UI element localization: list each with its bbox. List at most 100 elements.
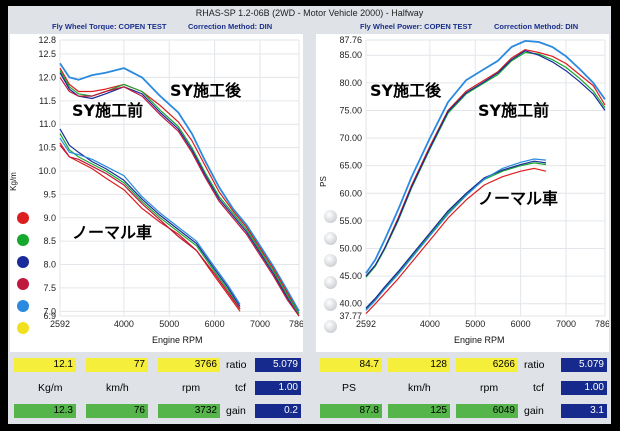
torque-xlabel: Engine RPM — [152, 335, 203, 345]
torque-chart-panel: 12.8 12.5 12.0 11.5 11.0 10.5 10.0 9.5 9.0 8.5 8.0… — [8, 34, 303, 352]
readout-rpm-value-2: 6049 — [456, 404, 518, 418]
series-line — [59, 144, 241, 310]
readout-torque-value: 12.1 — [14, 358, 76, 372]
power-chart-panel: 87.76 85.00 80.00 75.00 70.00 65.00 60.00 55.00… — [316, 34, 609, 352]
readout-speed-value-2: 125 — [388, 404, 450, 418]
torque-readout: 12.1 77 3766 ratio 5.079 Kg/m km/h rpm t… — [10, 352, 303, 424]
label-after: SY施工後 — [170, 81, 242, 100]
label-normal: ノーマル車 — [72, 223, 152, 242]
label-after: SY施工後 — [370, 81, 442, 100]
series-line — [365, 50, 606, 277]
readout-torque-value-2: 12.3 — [14, 404, 76, 418]
power-ylabel: PS — [318, 176, 328, 187]
series-toggle-blue[interactable] — [17, 300, 29, 312]
label-before: SY施工前 — [72, 101, 143, 120]
y-tick-label: 85.00 — [339, 50, 362, 60]
y-tick-label: 6.9 — [43, 311, 56, 321]
series-line — [59, 62, 300, 312]
x-tick-label: 6000 — [205, 319, 225, 329]
dyno-window: RHAS-SP 1.2-06B (2WD - Motor Vehicle 200… — [8, 6, 611, 424]
y-tick-label: 11.5 — [39, 96, 56, 106]
series-toggle-yellow[interactable] — [17, 322, 29, 334]
torque-ylabel: Kg/m — [8, 172, 18, 191]
gain-label: gain — [524, 405, 544, 417]
y-tick-label: 9.5 — [43, 189, 56, 199]
gain-value: 3.1 — [561, 404, 607, 418]
series-toggle-3[interactable] — [324, 254, 337, 267]
unit-rpm: rpm — [182, 382, 201, 394]
y-tick-label: 50.00 — [339, 243, 362, 253]
series-toggle-1[interactable] — [324, 210, 337, 223]
x-tick-label: 7000 — [250, 319, 270, 329]
series-toggle-6[interactable] — [324, 320, 337, 333]
y-tick-label: 45.00 — [339, 271, 362, 281]
series-toggle-navy[interactable] — [17, 256, 29, 268]
y-tick-label: 70.00 — [339, 133, 362, 143]
x-tick-label: 7860 — [595, 319, 609, 329]
y-tick-label: 12.0 — [38, 72, 56, 82]
series-line — [59, 137, 241, 305]
y-tick-label: 12.5 — [38, 49, 56, 59]
y-tick-label: 65.00 — [339, 161, 362, 171]
torque-correction: Correction Method: DIN — [188, 22, 273, 31]
readout-rpm-value: 6266 — [456, 358, 518, 372]
x-tick-label: 2592 — [356, 319, 376, 329]
series-toggle-red[interactable] — [17, 212, 29, 224]
readout-speed-value: 128 — [388, 358, 450, 372]
ratio-label: ratio — [524, 359, 545, 371]
x-tick-label: 7860 — [289, 319, 303, 329]
series-line — [365, 158, 547, 311]
torque-header: Fly Wheel Torque: COPEN TEST — [52, 22, 167, 31]
series-line — [59, 72, 300, 317]
series-line — [59, 128, 241, 307]
y-tick-label: 37.77 — [339, 311, 362, 321]
power-chart: 87.76 85.00 80.00 75.00 70.00 65.00 60.00 55.00… — [339, 35, 609, 329]
series-line — [365, 167, 547, 315]
label-normal: ノーマル車 — [478, 189, 558, 208]
series-toggle-2[interactable] — [324, 232, 337, 245]
y-tick-label: 7.0 — [43, 306, 56, 316]
series-line — [59, 67, 300, 314]
unit-kgm: Kg/m — [38, 382, 63, 394]
series-toggle-4[interactable] — [324, 276, 337, 289]
series-line — [59, 133, 241, 310]
readout-speed-value-2: 76 — [86, 404, 148, 418]
readout-rpm-value-2: 3732 — [158, 404, 220, 418]
y-tick-label: 9.0 — [43, 213, 56, 223]
series-toggle-crimson[interactable] — [17, 278, 29, 290]
y-tick-label: 75.00 — [339, 105, 362, 115]
series-line — [365, 162, 547, 310]
gain-value: 0.2 — [255, 404, 301, 418]
readout-rpm-value: 3766 — [158, 358, 220, 372]
x-tick-label: 2592 — [50, 319, 70, 329]
window-title: RHAS-SP 1.2-06B (2WD - Motor Vehicle 200… — [195, 8, 424, 18]
y-tick-label: 11.0 — [39, 119, 56, 129]
y-tick-label: 10.0 — [38, 166, 56, 176]
readout-speed-value: 77 — [86, 358, 148, 372]
tcf-label: tcf — [533, 382, 545, 394]
ratio-label: ratio — [226, 359, 247, 371]
readout-power-value: 84.7 — [320, 358, 382, 372]
x-tick-label: 7000 — [556, 319, 576, 329]
y-tick-label: 40.00 — [339, 299, 362, 309]
y-tick-label: 7.5 — [43, 283, 56, 293]
series-toggle-green[interactable] — [17, 234, 29, 246]
series-line — [59, 77, 300, 317]
power-readout: 84.7 128 6266 ratio 5.079 PS km/h rpm tc… — [316, 352, 609, 424]
torque-chart: 12.8 12.5 12.0 11.5 11.0 10.5 10.0 9.5 9.0 8.5 8.0… — [38, 35, 303, 329]
gain-label: gain — [226, 405, 246, 417]
x-tick-label: 5000 — [465, 319, 485, 329]
series-line — [59, 142, 241, 312]
y-tick-label: 80.00 — [339, 78, 362, 88]
power-xlabel: Engine RPM — [454, 335, 505, 345]
tcf-label: tcf — [235, 382, 247, 394]
y-tick-label: 10.5 — [38, 143, 56, 153]
y-tick-label: 12.8 — [38, 35, 56, 45]
series-line — [365, 40, 606, 274]
series-toggle-5[interactable] — [324, 298, 337, 311]
power-header: Fly Wheel Power: COPEN TEST — [360, 22, 473, 31]
label-before: SY施工前 — [478, 101, 549, 120]
unit-kmh: km/h — [106, 382, 129, 394]
x-tick-label: 4000 — [420, 319, 440, 329]
y-tick-label: 60.00 — [339, 188, 362, 198]
